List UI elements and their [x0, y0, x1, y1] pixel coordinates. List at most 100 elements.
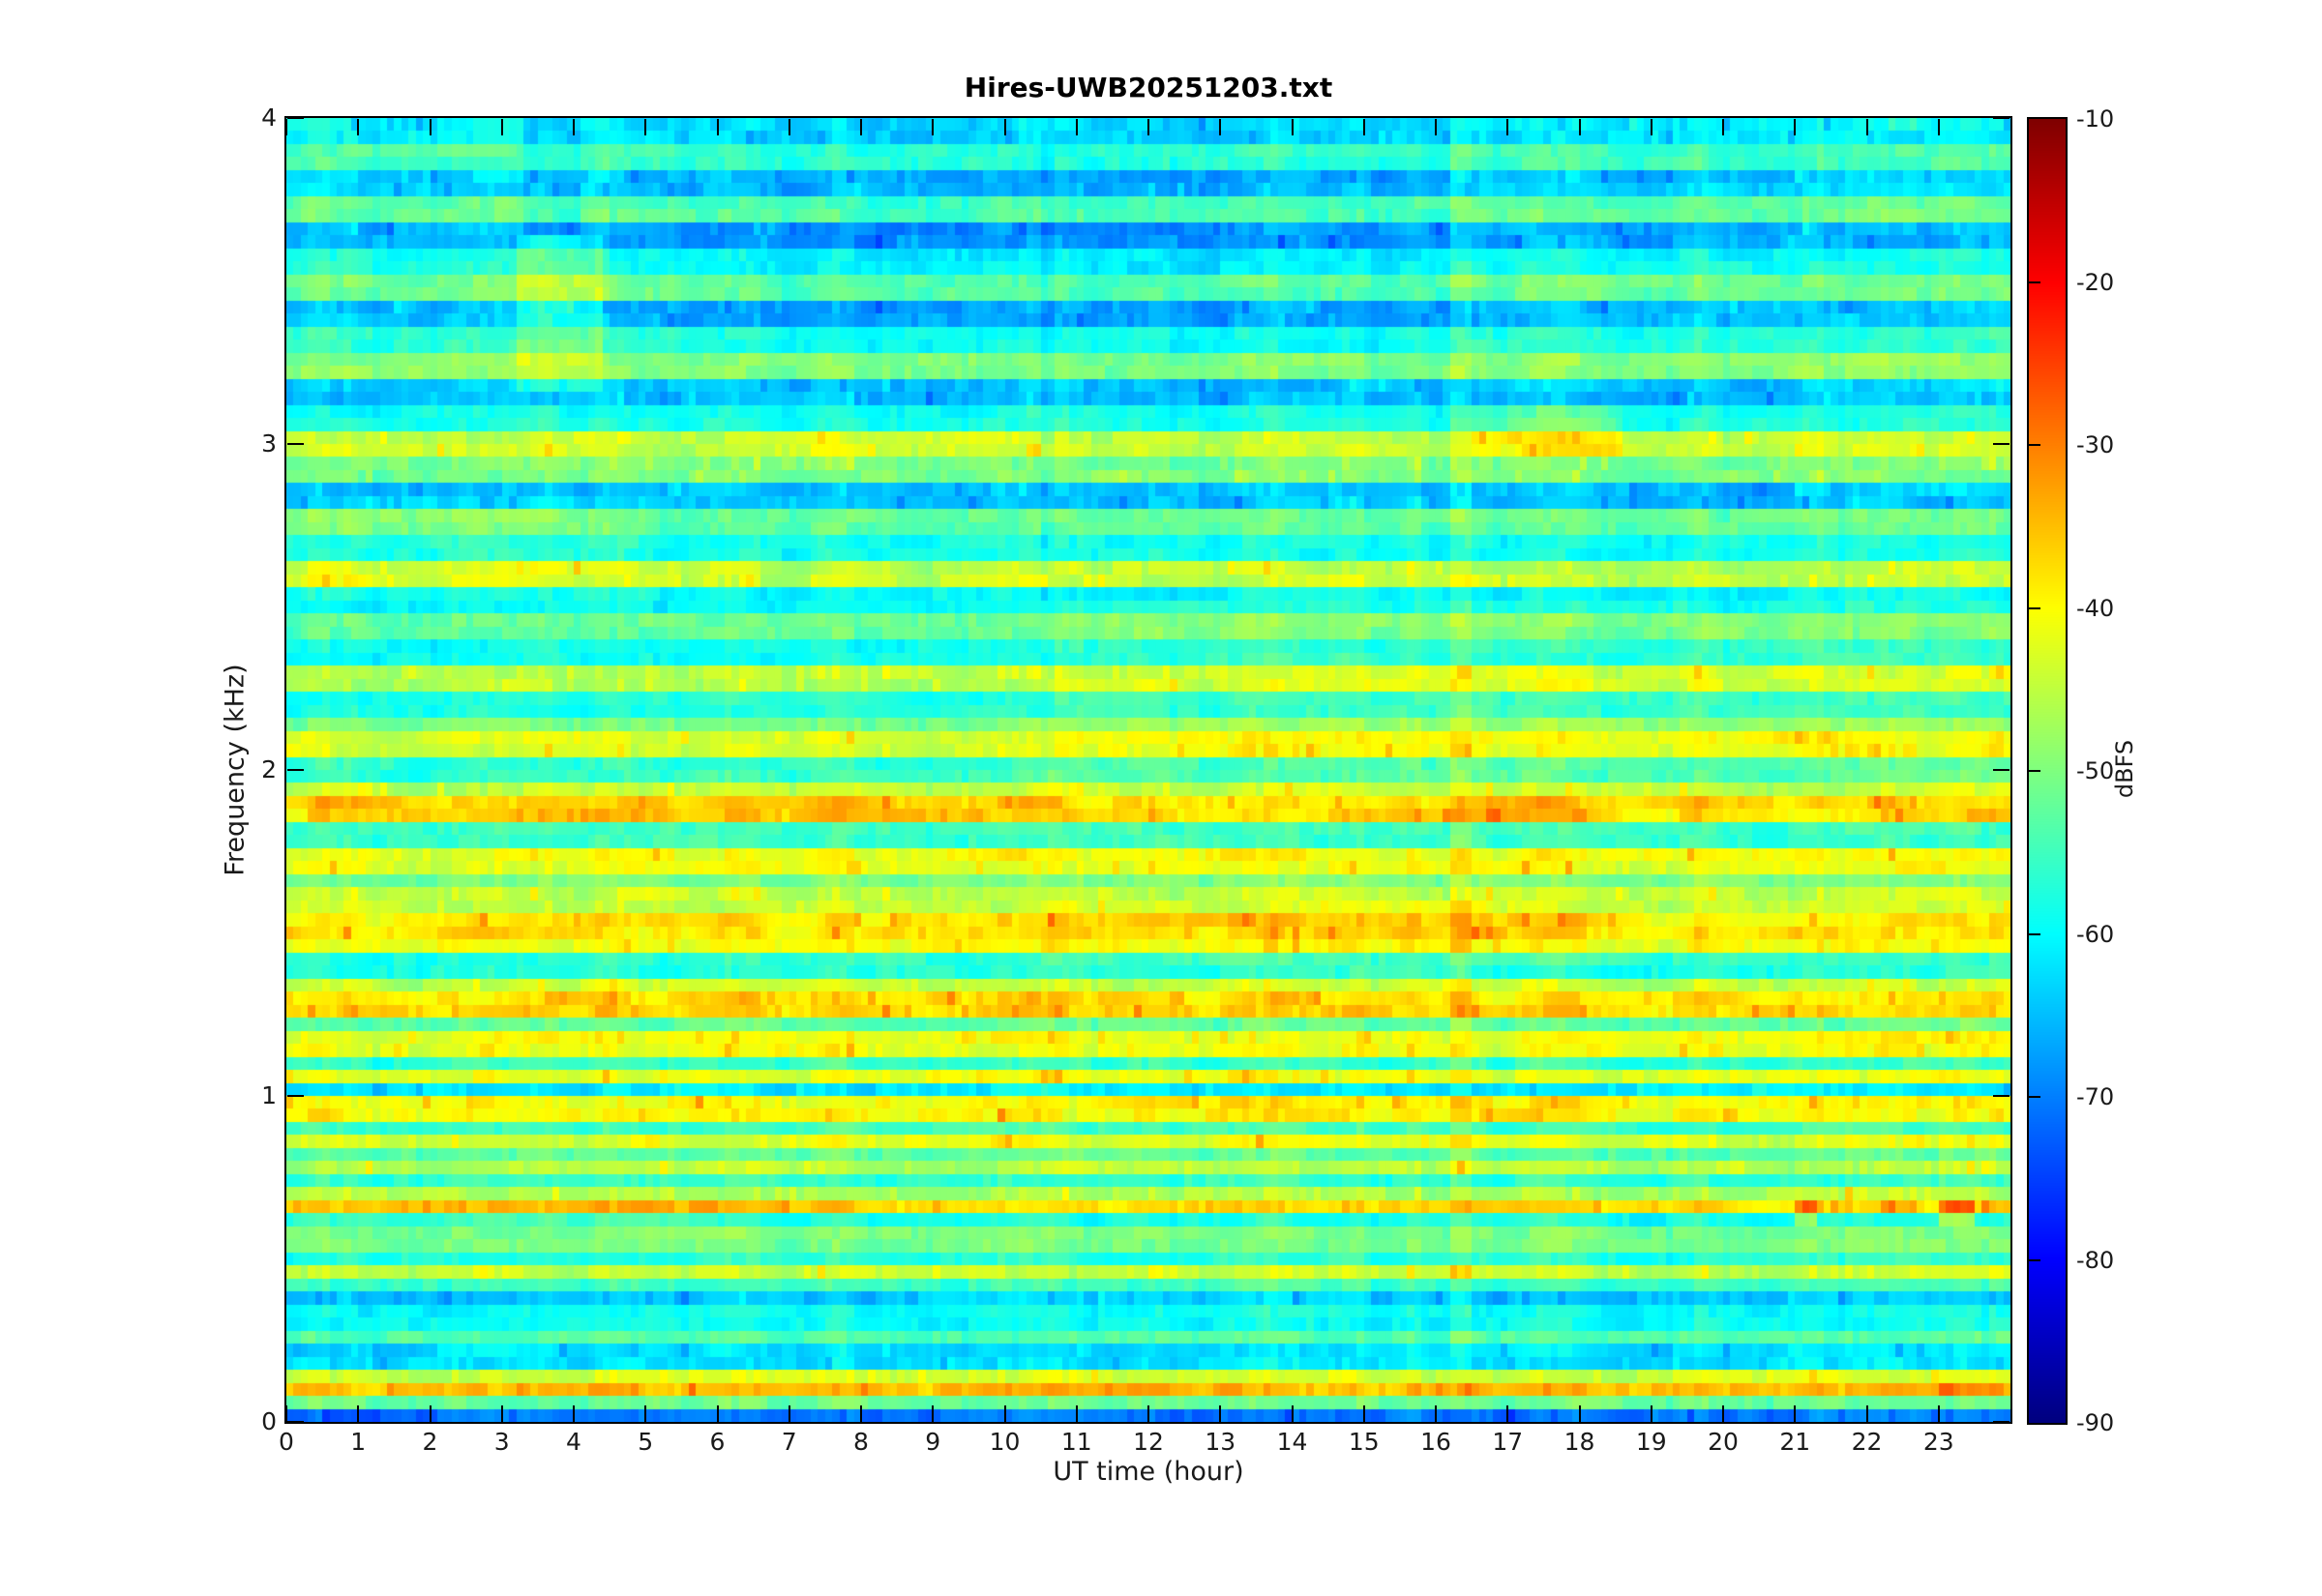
- plot-frame: [284, 116, 2012, 1424]
- colorbar-tick-label: -30: [2076, 431, 2115, 458]
- x-tick-label: 8: [853, 1428, 869, 1456]
- x-tick-label: 3: [493, 1428, 510, 1456]
- y-tick-label: 4: [261, 103, 277, 132]
- x-tick-mark: [1435, 1405, 1437, 1422]
- x-tick-mark-top: [1435, 119, 1437, 135]
- x-tick-label: 12: [1133, 1428, 1164, 1456]
- colorbar-tick-label: -50: [2076, 757, 2115, 784]
- x-tick-label: 6: [709, 1428, 726, 1456]
- x-tick-mark: [1147, 1405, 1149, 1422]
- x-tick-mark: [1650, 1405, 1652, 1422]
- x-tick-mark: [1291, 1405, 1294, 1422]
- colorbar-tick-mark: [2029, 444, 2040, 446]
- y-tick-mark: [287, 1095, 304, 1097]
- x-tick-mark: [1075, 1405, 1078, 1422]
- spectrogram-heatmap: [286, 118, 2010, 1422]
- x-tick-label: 2: [422, 1428, 438, 1456]
- y-tick-mark-right: [1993, 1421, 2009, 1423]
- x-tick-mark: [357, 1405, 360, 1422]
- x-tick-mark-top: [1075, 119, 1078, 135]
- x-tick-label: 9: [925, 1428, 941, 1456]
- x-tick-mark-top: [1506, 119, 1509, 135]
- y-tick-mark-right: [1993, 443, 2009, 445]
- y-tick-label: 1: [261, 1081, 277, 1109]
- x-tick-mark: [788, 1405, 790, 1422]
- x-tick-mark-top: [1937, 119, 1940, 135]
- y-tick-mark-right: [1993, 769, 2009, 771]
- colorbar-tick-label: -70: [2076, 1083, 2115, 1110]
- colorbar-tick-mark: [2029, 770, 2040, 772]
- x-tick-mark-top: [357, 119, 360, 135]
- x-tick-mark: [1722, 1405, 1724, 1422]
- colorbar-tick-label: -80: [2076, 1246, 2115, 1274]
- x-tick-mark-top: [1003, 119, 1006, 135]
- x-tick-mark: [1003, 1405, 1006, 1422]
- x-tick-label: 10: [989, 1428, 1021, 1456]
- x-tick-label: 16: [1420, 1428, 1451, 1456]
- colorbar-tick-mark: [2029, 932, 2040, 935]
- x-tick-label: 17: [1492, 1428, 1524, 1456]
- colorbar-tick-mark: [2029, 1096, 2040, 1098]
- x-tick-label: 22: [1851, 1428, 1883, 1456]
- x-tick-label: 23: [1922, 1428, 1954, 1456]
- x-tick-mark-top: [788, 119, 790, 135]
- y-tick-mark-right: [1993, 1095, 2009, 1097]
- x-tick-mark: [429, 1405, 432, 1422]
- x-tick-mark: [285, 1405, 287, 1422]
- x-tick-mark: [932, 1405, 935, 1422]
- x-tick-mark: [1506, 1405, 1509, 1422]
- colorbar-frame: [2027, 117, 2068, 1425]
- x-tick-mark: [573, 1405, 575, 1422]
- x-tick-mark: [1219, 1405, 1222, 1422]
- x-tick-mark: [644, 1405, 647, 1422]
- colorbar-tick-mark: [2029, 281, 2040, 283]
- x-tick-mark-top: [285, 119, 287, 135]
- x-tick-label: 7: [781, 1428, 797, 1456]
- x-tick-mark-top: [932, 119, 935, 135]
- y-tick-mark: [287, 117, 304, 119]
- x-tick-mark-top: [429, 119, 432, 135]
- x-tick-label: 11: [1060, 1428, 1092, 1456]
- x-tick-mark: [1362, 1405, 1365, 1422]
- x-tick-mark-top: [1291, 119, 1294, 135]
- x-tick-label: 5: [638, 1428, 654, 1456]
- plot-title: Hires-UWB20251203.txt: [964, 72, 1333, 103]
- x-tick-mark-top: [573, 119, 575, 135]
- x-tick-mark-top: [716, 119, 719, 135]
- colorbar-tick-label: -10: [2076, 105, 2115, 133]
- colorbar-tick-mark: [2029, 606, 2040, 609]
- x-tick-mark-top: [1722, 119, 1724, 135]
- x-tick-mark-top: [1865, 119, 1868, 135]
- x-tick-mark-top: [644, 119, 647, 135]
- y-tick-mark: [287, 443, 304, 445]
- x-tick-label: 13: [1205, 1428, 1236, 1456]
- x-tick-mark-top: [1650, 119, 1652, 135]
- x-tick-mark-top: [500, 119, 503, 135]
- y-tick-label: 2: [261, 755, 277, 783]
- colorbar-tick-label: -20: [2076, 268, 2115, 296]
- x-tick-label: 20: [1708, 1428, 1739, 1456]
- colorbar-tick-label: -90: [2076, 1409, 2115, 1436]
- y-axis-label: Frequency (kHz): [220, 664, 251, 876]
- x-tick-mark-top: [1578, 119, 1581, 135]
- x-tick-mark: [1865, 1405, 1868, 1422]
- colorbar-tick-mark: [2029, 1258, 2040, 1261]
- x-tick-label: 15: [1348, 1428, 1380, 1456]
- x-tick-mark-top: [1147, 119, 1149, 135]
- x-tick-mark: [1937, 1405, 1940, 1422]
- x-tick-mark-top: [1794, 119, 1797, 135]
- x-tick-label: 4: [566, 1428, 581, 1456]
- x-axis-label: UT time (hour): [1053, 1457, 1244, 1487]
- y-tick-label: 3: [261, 429, 277, 458]
- y-tick-mark-right: [1993, 117, 2009, 119]
- colorbar-tick-label: -40: [2076, 594, 2115, 622]
- x-tick-mark: [716, 1405, 719, 1422]
- y-tick-mark: [287, 769, 304, 771]
- x-tick-label: 21: [1779, 1428, 1811, 1456]
- y-tick-label: 0: [261, 1407, 277, 1435]
- x-tick-label: 19: [1635, 1428, 1667, 1456]
- x-tick-mark-top: [1219, 119, 1222, 135]
- x-tick-mark: [1794, 1405, 1797, 1422]
- y-tick-mark: [287, 1421, 304, 1423]
